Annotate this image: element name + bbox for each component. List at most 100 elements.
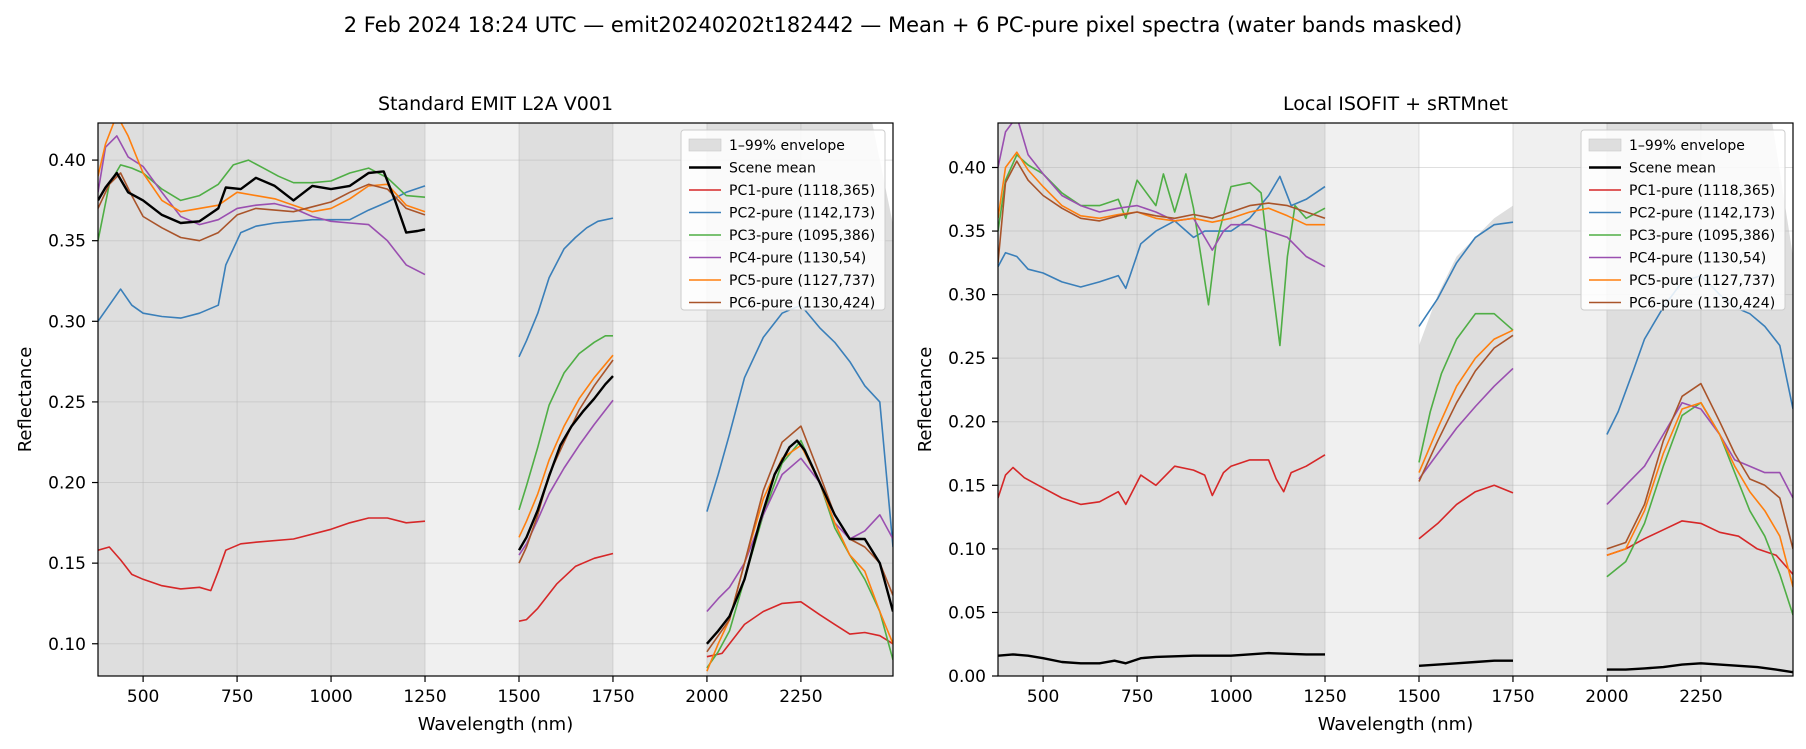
legend-label-pc4: PC4-pure (1130,54)	[729, 251, 866, 267]
legend-label-pc5: PC5-pure (1127,737)	[1629, 273, 1775, 289]
series-pc6-segment-2	[1606, 382, 1793, 550]
series-pc1-segment-1	[518, 552, 614, 622]
figure-suptitle: 2 Feb 2024 18:24 UTC — emit20240202t1824…	[344, 13, 1463, 37]
y-tick-label: 0.15	[948, 476, 986, 496]
series-pc3-segment-0	[998, 154, 1326, 347]
y-tick-label: 0.10	[948, 540, 986, 560]
x-tick-label: 750	[221, 687, 253, 707]
x-tick-label: 1000	[309, 687, 352, 707]
series-pc5-segment-0	[98, 123, 426, 213]
legend: 1–99% envelope Scene mean PC1-pure (1118,3…	[1580, 129, 1786, 312]
series-pc6-segment-1	[1418, 334, 1514, 482]
envelope-segment-1	[1419, 205, 1513, 676]
series-mean-segment-2	[705, 439, 893, 645]
series-mean-segment-0	[998, 651, 1325, 665]
legend-label-pc2: PC2-pure (1142,173)	[729, 206, 875, 222]
chart-standard-emit: 500 750 1000 1250 1500 1750 2000 2250 0.10 0.15 0.…	[15, 93, 894, 735]
legend-label-pc6: PC6-pure (1130,424)	[729, 296, 875, 312]
legend-label-pc3: PC3-pure (1095,386)	[1629, 228, 1775, 244]
series-pc4-segment-0	[998, 123, 1326, 268]
series-pc1-segment-2	[706, 600, 893, 658]
series-pc4-segment-2	[1606, 401, 1793, 505]
y-tick-label: 0.35	[948, 222, 986, 242]
legend-label-pc1: PC1-pure (1118,365)	[1629, 183, 1775, 199]
legend-label-pc2: PC2-pure (1142,173)	[1629, 206, 1775, 222]
x-tick-label: 1250	[1303, 687, 1346, 707]
masked-band-0	[425, 123, 519, 676]
envelope-segment-0	[998, 123, 1325, 676]
y-tick-label: 0.20	[48, 474, 86, 494]
x-tick-label: 2250	[779, 687, 822, 707]
legend-label-pc6: PC6-pure (1130,424)	[1629, 296, 1775, 312]
y-tick-label: 0.10	[48, 635, 86, 655]
chart-local-isofit: 500 750 1000 1250 1500 1750 2000 2250 0.00 0.05 0.…	[915, 93, 1794, 735]
envelope-segment-1	[519, 123, 613, 676]
series-pc1-segment-1	[1418, 484, 1514, 540]
series-mean-segment-1	[517, 375, 614, 551]
chart-title: Local ISOFIT + sRTMnet	[1283, 93, 1508, 115]
legend: 1–99% envelope Scene mean PC1-pure (1118,3…	[680, 129, 886, 312]
x-tick-label: 2250	[1679, 687, 1722, 707]
x-tick-label: 1750	[591, 687, 634, 707]
series-mean-segment-2	[1606, 662, 1793, 674]
x-tick-label: 1750	[1491, 687, 1534, 707]
x-tick-label: 500	[1027, 687, 1059, 707]
series-pc2-segment-1	[518, 217, 614, 358]
series-pc1-segment-0	[998, 454, 1326, 506]
y-tick-label: 0.40	[48, 151, 86, 171]
y-axis-label: Reflectance	[15, 347, 36, 453]
axes-frame	[97, 122, 894, 677]
series-pc3-segment-0	[98, 159, 426, 241]
x-tick-label: 750	[1121, 687, 1153, 707]
series-pc1-segment-2	[1606, 520, 1793, 575]
x-tick-label: 1000	[1209, 687, 1252, 707]
series-pc4-segment-0	[98, 135, 426, 276]
legend-label-pc3: PC3-pure (1095,386)	[729, 228, 875, 244]
series-pc5-segment-2	[1606, 401, 1793, 588]
series-pc5-segment-0	[998, 151, 1325, 226]
y-tick-label: 0.00	[948, 667, 986, 687]
legend-label-pc1: PC1-pure (1118,365)	[729, 183, 875, 199]
series-pc1-segment-0	[98, 517, 426, 592]
x-tick-label: 2000	[1585, 687, 1628, 707]
y-axis-label: Reflectance	[915, 347, 936, 453]
x-tick-label: 500	[127, 687, 159, 707]
axes-frame	[997, 122, 1794, 677]
legend-label-pc5: PC5-pure (1127,737)	[729, 273, 875, 289]
series-pc6-segment-2	[706, 425, 893, 653]
legend-label-envelope: 1–99% envelope	[729, 138, 845, 154]
legend-swatch-envelope	[1588, 138, 1622, 152]
x-tick-label: 1500	[497, 687, 540, 707]
series-pc4-segment-1	[1418, 367, 1514, 480]
series-pc5-segment-1	[1418, 329, 1514, 473]
y-tick-label: 0.20	[948, 413, 986, 433]
y-tick-label: 0.25	[48, 393, 86, 413]
series-pc2-segment-1	[1418, 221, 1514, 327]
series-pc6-segment-0	[98, 172, 426, 242]
x-tick-label: 1250	[403, 687, 446, 707]
legend-label-envelope: 1–99% envelope	[1629, 138, 1745, 154]
legend-swatch-envelope	[688, 138, 722, 152]
y-tick-label: 0.40	[948, 158, 986, 178]
y-tick-label: 0.30	[48, 312, 86, 332]
legend-box	[1580, 129, 1786, 311]
legend-label-mean: Scene mean	[729, 161, 816, 177]
y-tick-label: 0.05	[948, 603, 986, 623]
masked-band-0	[1325, 123, 1419, 676]
x-tick-label: 1500	[1397, 687, 1440, 707]
chart-title: Standard EMIT L2A V001	[378, 93, 613, 115]
legend-box	[680, 129, 886, 311]
x-axis-label: Wavelength (nm)	[418, 714, 574, 735]
series-pc3-segment-1	[518, 334, 613, 511]
series-pc4-segment-2	[706, 457, 893, 613]
series-pc3-segment-2	[706, 439, 893, 669]
y-tick-label: 0.15	[48, 554, 86, 574]
y-tick-label: 0.35	[48, 232, 86, 252]
x-tick-label: 2000	[685, 687, 728, 707]
y-tick-label: 0.25	[948, 349, 986, 369]
series-pc3-segment-1	[1418, 312, 1514, 463]
x-axis-label: Wavelength (nm)	[1318, 714, 1474, 735]
legend-label-mean: Scene mean	[1629, 161, 1716, 177]
series-mean-segment-1	[1418, 659, 1513, 667]
legend-label-pc4: PC4-pure (1130,54)	[1629, 251, 1766, 267]
